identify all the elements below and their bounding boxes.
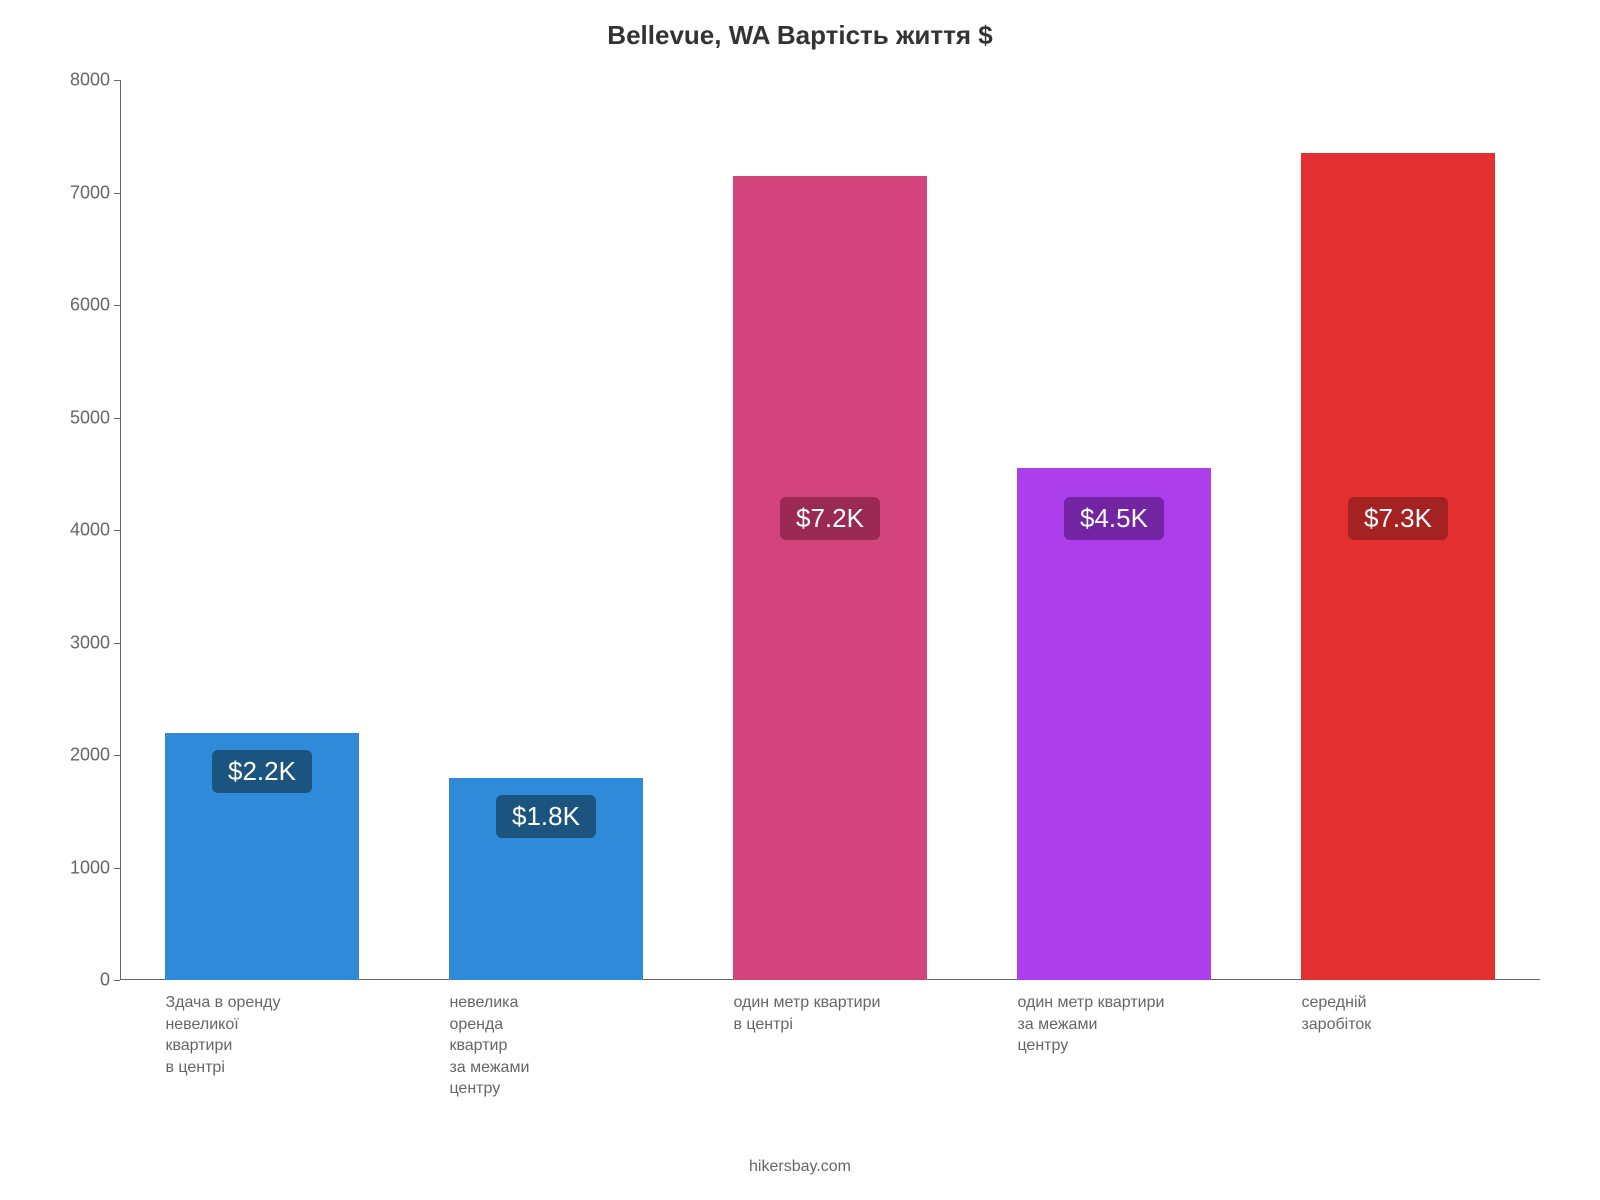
bar: $7.3K xyxy=(1301,153,1494,980)
y-axis xyxy=(120,80,121,980)
y-tick-label: 3000 xyxy=(70,632,120,653)
x-category-label: Здача в орендуневеликоїквартирив центрі xyxy=(165,980,421,1078)
bar: $1.8K xyxy=(449,778,642,981)
plot-area: 010002000300040005000600070008000$2.2KЗд… xyxy=(120,80,1540,980)
y-tick-label: 6000 xyxy=(70,295,120,316)
bar: $2.2K xyxy=(165,733,358,981)
chart-footer: hikersbay.com xyxy=(0,1158,1600,1176)
y-tick-label: 5000 xyxy=(70,407,120,428)
bar-value-label: $4.5K xyxy=(1064,497,1164,540)
bar-value-label: $7.3K xyxy=(1348,497,1448,540)
y-tick-label: 1000 xyxy=(70,857,120,878)
bar: $7.2K xyxy=(733,176,926,980)
bar-value-label: $1.8K xyxy=(496,795,596,838)
chart-title: Bellevue, WA Вартість життя $ xyxy=(0,20,1600,51)
x-category-label: невеликаорендаквартирза межамицентру xyxy=(449,980,705,1100)
x-category-label: один метр квартирив центрі xyxy=(733,980,989,1035)
y-tick-label: 4000 xyxy=(70,520,120,541)
y-tick-label: 7000 xyxy=(70,182,120,203)
y-tick-label: 2000 xyxy=(70,745,120,766)
y-tick-label: 8000 xyxy=(70,70,120,91)
x-category-label: середнійзаробіток xyxy=(1301,980,1557,1035)
bar-value-label: $2.2K xyxy=(212,750,312,793)
y-tick-label: 0 xyxy=(100,970,120,991)
x-category-label: один метр квартириза межамицентру xyxy=(1017,980,1273,1057)
bar: $4.5K xyxy=(1017,468,1210,980)
bar-value-label: $7.2K xyxy=(780,497,880,540)
chart-container: Bellevue, WA Вартість життя $ 0100020003… xyxy=(0,0,1600,1200)
